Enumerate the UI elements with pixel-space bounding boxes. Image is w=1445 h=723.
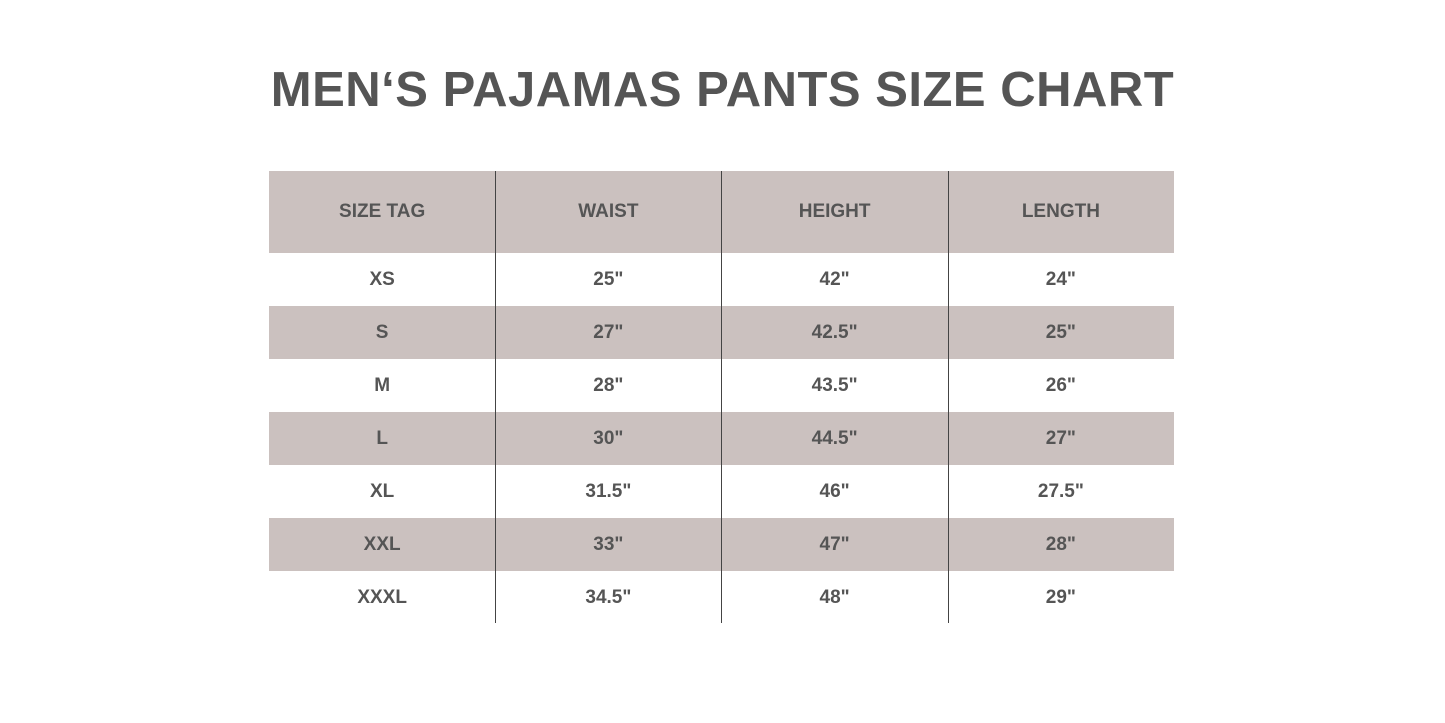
height-cell: 42" <box>819 268 850 290</box>
header-length: LENGTH <box>1021 201 1100 222</box>
waist-cell: 28" <box>593 374 624 396</box>
height-cell: 46" <box>819 480 850 502</box>
height-cell: 48" <box>819 586 850 608</box>
size-tag-cell: XXXL <box>357 586 407 608</box>
waist-cell: 25" <box>593 268 624 290</box>
length-cell: 28" <box>1045 533 1076 555</box>
header-waist: WAIST <box>578 201 639 222</box>
waist-cell: 30" <box>593 427 624 449</box>
table-row: XL 31.5" 46" 27.5" <box>269 465 1174 518</box>
column-divider <box>948 171 949 623</box>
table-row: XS 25" 42" 24" <box>269 253 1174 306</box>
height-cell: 42.5" <box>811 321 858 343</box>
length-cell: 27" <box>1045 427 1076 449</box>
column-divider <box>495 171 496 623</box>
column-divider <box>721 171 722 623</box>
size-tag-cell: XL <box>369 480 395 502</box>
length-cell: 26" <box>1045 374 1076 396</box>
waist-cell: 27" <box>593 321 624 343</box>
waist-cell: 31.5" <box>585 480 632 502</box>
height-cell: 44.5" <box>811 427 858 449</box>
size-tag-cell: XXL <box>363 533 401 555</box>
waist-cell: 33" <box>593 533 624 555</box>
length-cell: 24" <box>1045 268 1076 290</box>
size-tag-cell: XS <box>369 268 395 290</box>
header-size-tag: SIZE TAG <box>339 201 426 222</box>
length-cell: 25" <box>1045 321 1076 343</box>
length-cell: 27.5" <box>1037 480 1084 502</box>
page-title: MEN‘S PAJAMAS PANTS SIZE CHART <box>270 63 1175 117</box>
table-row: XXXL 34.5" 48" 29" <box>269 571 1174 624</box>
height-cell: 47" <box>819 533 850 555</box>
size-tag-cell: L <box>376 427 388 449</box>
waist-cell: 34.5" <box>585 586 632 608</box>
header-height: HEIGHT <box>798 201 871 222</box>
size-tag-cell: S <box>375 321 389 343</box>
size-tag-cell: M <box>374 374 391 396</box>
length-cell: 29" <box>1045 586 1076 608</box>
height-cell: 43.5" <box>811 374 858 396</box>
table-row: M 28" 43.5" 26" <box>269 359 1174 412</box>
